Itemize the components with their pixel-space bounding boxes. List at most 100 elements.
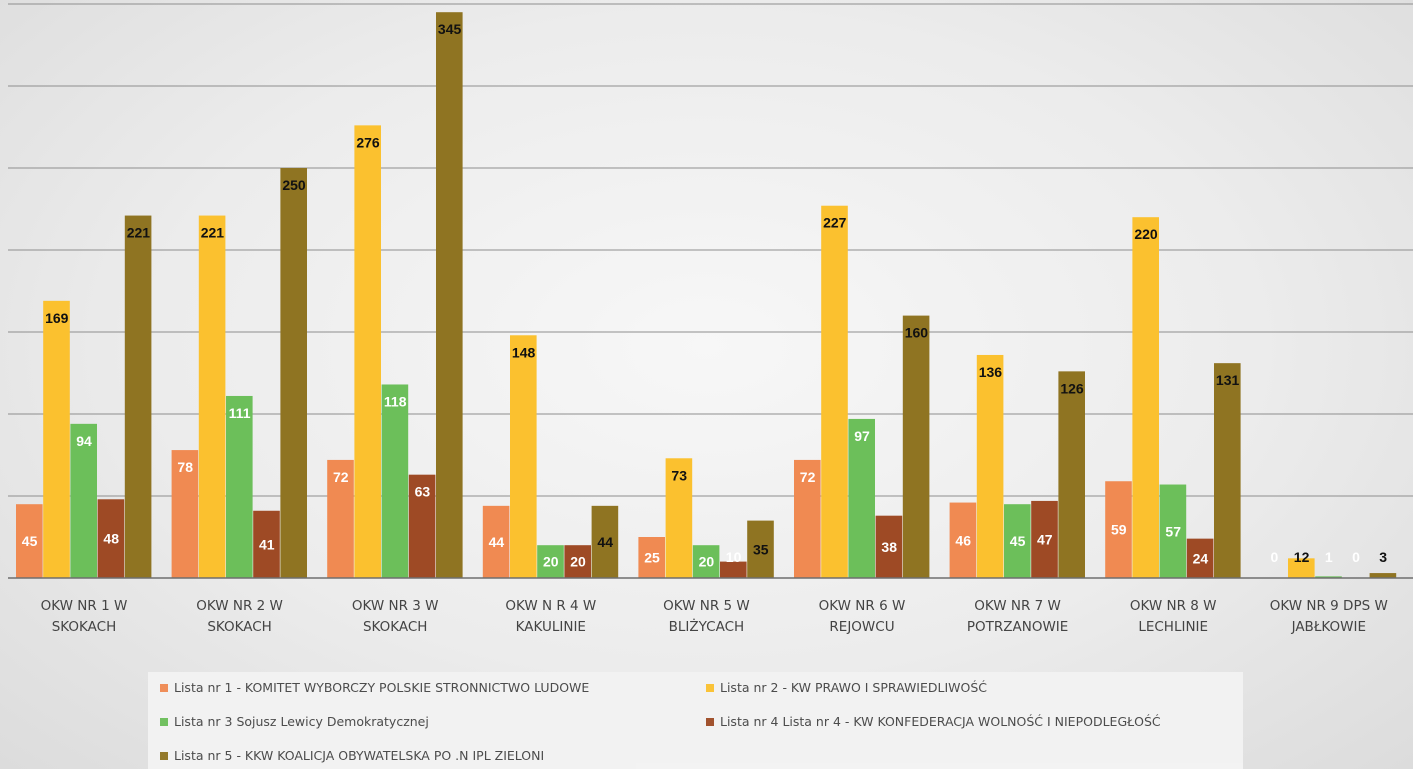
category-label: OKW NR 5 W bbox=[663, 598, 750, 614]
bar bbox=[638, 537, 665, 578]
bar bbox=[16, 504, 43, 578]
value-label: 221 bbox=[127, 225, 151, 241]
legend-label: Lista nr 1 - KOMITET WYBORCZY POLSKIE ST… bbox=[174, 680, 590, 695]
value-label: 227 bbox=[823, 215, 847, 231]
category-label: KAKULINIE bbox=[516, 619, 586, 635]
value-label: 148 bbox=[512, 344, 536, 360]
bar bbox=[1058, 371, 1085, 578]
legend-item-lista-5: Lista nr 5 - KKW KOALICJA OBYWATELSKA PO… bbox=[160, 748, 544, 763]
category-label: BLIŻYCACH bbox=[669, 617, 745, 635]
legend-item-lista-1: Lista nr 1 - KOMITET WYBORCZY POLSKIE ST… bbox=[160, 680, 589, 695]
bar bbox=[949, 502, 977, 578]
value-label: 3 bbox=[1379, 549, 1387, 565]
bar bbox=[1031, 500, 1058, 578]
value-label: 45 bbox=[1010, 533, 1026, 549]
bar-chart: 4516994482217822111141250722761186334544… bbox=[8, 3, 1413, 635]
category-label: OKW NR 9 DPS W bbox=[1270, 598, 1388, 614]
value-label: 250 bbox=[282, 177, 306, 193]
value-label: 48 bbox=[103, 531, 119, 547]
value-label: 47 bbox=[1037, 531, 1053, 547]
bar bbox=[280, 168, 307, 578]
value-label: 131 bbox=[1216, 372, 1240, 388]
legend-swatch-icon bbox=[160, 683, 168, 692]
value-label: 10 bbox=[726, 549, 742, 565]
category-label: OKW NR 6 W bbox=[819, 598, 906, 614]
bars bbox=[16, 12, 1397, 579]
value-label: 97 bbox=[854, 428, 870, 444]
category-label: SKOKACH bbox=[52, 619, 117, 635]
value-label: 118 bbox=[384, 393, 407, 409]
bar bbox=[482, 505, 510, 578]
category-label: SKOKACH bbox=[207, 619, 272, 635]
legend-label: Lista nr 5 - KKW KOALICJA OBYWATELSKA PO… bbox=[174, 748, 545, 763]
bar bbox=[253, 510, 280, 578]
value-label: 24 bbox=[1193, 550, 1209, 566]
value-label: 59 bbox=[1111, 522, 1127, 538]
bar bbox=[902, 315, 930, 578]
bar bbox=[1315, 576, 1342, 578]
value-label: 35 bbox=[753, 541, 769, 557]
category-label: OKW NR 3 W bbox=[352, 598, 439, 614]
bar bbox=[124, 215, 152, 578]
bar bbox=[354, 125, 381, 579]
category-label: JABŁKOWIE bbox=[1291, 619, 1366, 635]
legend-label: Lista nr 4 Lista nr 4 - KW KONFEDERACJA … bbox=[720, 714, 1161, 729]
bar bbox=[436, 12, 463, 578]
category-label: POTRZANOWIE bbox=[967, 619, 1068, 635]
category-label: REJOWCU bbox=[829, 619, 894, 635]
bar bbox=[381, 384, 409, 578]
bar bbox=[70, 423, 97, 578]
value-label: 20 bbox=[570, 554, 586, 570]
value-label: 38 bbox=[881, 539, 897, 555]
bar bbox=[591, 505, 619, 578]
value-label: 25 bbox=[644, 550, 660, 566]
value-label: 20 bbox=[543, 554, 559, 570]
legend-item-lista-3: Lista nr 3 Sojusz Lewicy Demokratycznej bbox=[160, 714, 429, 729]
legend-item-lista-4: Lista nr 4 Lista nr 4 - KW KONFEDERACJA … bbox=[706, 714, 1161, 729]
value-label: 221 bbox=[201, 225, 225, 241]
value-label: 72 bbox=[800, 469, 816, 485]
value-label: 94 bbox=[76, 433, 92, 449]
bar bbox=[692, 545, 720, 578]
value-label: 276 bbox=[356, 134, 380, 150]
legend-label: Lista nr 3 Sojusz Lewicy Demokratycznej bbox=[174, 714, 429, 729]
category-label: OKW N R 4 W bbox=[505, 598, 596, 614]
bar bbox=[1214, 363, 1241, 578]
legend-swatch-icon bbox=[706, 683, 714, 692]
bar bbox=[537, 545, 564, 578]
category-label: LECHLINIE bbox=[1138, 619, 1208, 635]
bar bbox=[564, 545, 591, 578]
legend-swatch-icon bbox=[160, 751, 168, 760]
category-label: OKW NR 1 W bbox=[41, 598, 128, 614]
value-label: 57 bbox=[1165, 523, 1181, 539]
category-label: OKW NR 7 W bbox=[974, 598, 1061, 614]
value-label: 345 bbox=[438, 21, 462, 37]
bar bbox=[1369, 573, 1397, 578]
legend: Lista nr 1 - KOMITET WYBORCZY POLSKIE ST… bbox=[148, 672, 1243, 769]
value-label: 46 bbox=[955, 532, 971, 548]
category-label: OKW NR 8 W bbox=[1130, 598, 1217, 614]
value-label: 12 bbox=[1294, 549, 1310, 565]
category-labels: OKW NR 1 W SKOKACH OKW NR 2 W SKOKACH OKW NR… bbox=[41, 598, 1388, 635]
bar bbox=[226, 395, 253, 578]
bar bbox=[976, 354, 1004, 578]
legend-label: Lista nr 2 - KW PRAWO I SPRAWIEDLIWOŚĆ bbox=[720, 680, 988, 695]
bar bbox=[1132, 217, 1159, 578]
value-label: 0 bbox=[1271, 549, 1279, 565]
bar bbox=[747, 520, 774, 578]
value-label: 78 bbox=[177, 459, 193, 475]
bar bbox=[1004, 504, 1031, 578]
bar bbox=[97, 499, 125, 578]
value-labels: 4516994482217822111141250722761186334544… bbox=[22, 21, 1387, 569]
value-label: 111 bbox=[229, 405, 251, 421]
category-label: OKW NR 2 W bbox=[196, 598, 283, 614]
bar bbox=[720, 561, 747, 578]
bar bbox=[1159, 484, 1187, 578]
bar bbox=[198, 215, 226, 578]
value-label: 126 bbox=[1060, 380, 1084, 396]
bar bbox=[848, 418, 875, 578]
category-label: SKOKACH bbox=[363, 619, 428, 635]
bar bbox=[665, 458, 693, 578]
bar bbox=[43, 300, 70, 578]
value-label: 44 bbox=[597, 534, 613, 550]
